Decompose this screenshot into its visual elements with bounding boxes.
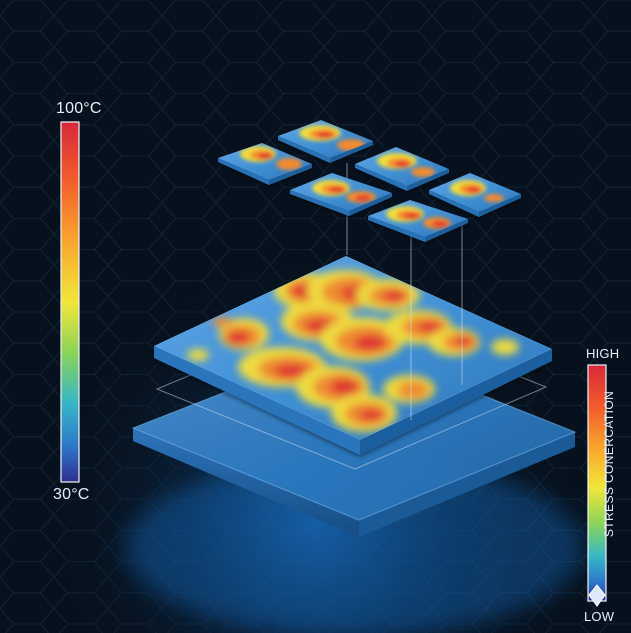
stress-scale-title: STRESS CONERCATION — [602, 390, 616, 538]
main-heat-layer-left-side — [154, 346, 360, 455]
main-heat-layer — [154, 256, 552, 455]
tile-2 — [278, 120, 373, 163]
tile-4 — [290, 173, 392, 216]
tile-5 — [429, 173, 521, 217]
temperature-scale — [60, 121, 80, 483]
stress-scale — [587, 364, 607, 607]
main-heat-map-pattern — [154, 256, 552, 440]
diamond-marker-icon — [588, 584, 606, 607]
main-heat-layer-right-side — [360, 349, 552, 455]
temperature-min-label: 30°C — [53, 486, 90, 503]
tile-3 — [355, 147, 449, 191]
tile-6 — [368, 200, 468, 242]
small-tiles — [218, 120, 521, 242]
base-platform-left-side — [133, 428, 359, 537]
tile-1 — [218, 143, 312, 185]
temperature-scale-bar — [60, 121, 80, 483]
stress-high-label: HIGH — [586, 346, 620, 361]
temperature-max-label: 100°C — [56, 100, 102, 117]
stress-low-label: LOW — [584, 609, 615, 624]
base-platform-right-side — [359, 432, 575, 537]
base-glow — [125, 460, 585, 633]
